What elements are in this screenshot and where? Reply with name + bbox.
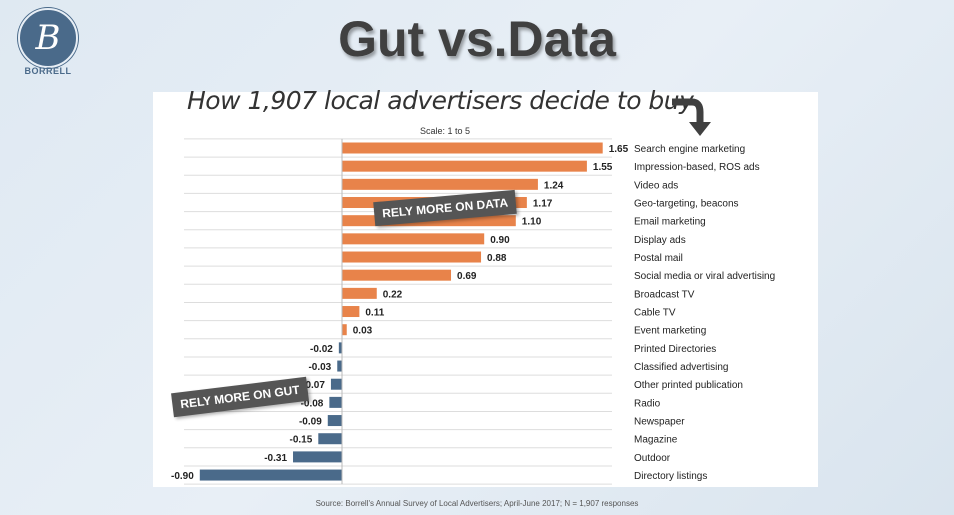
source-note: Source: Borrell's Annual Survey of Local… [315, 499, 639, 508]
chart-subtitle: How 1,907 local advertisers decide to bu… [187, 86, 694, 115]
bar [342, 251, 482, 263]
data-label: 0.69 [457, 271, 477, 282]
bar [342, 306, 360, 318]
data-label: -0.07 [302, 380, 325, 391]
category-label: Geo-targeting, beacons [634, 199, 739, 210]
data-label: 1.55 [593, 162, 613, 173]
bar [342, 233, 485, 245]
category-label: Newspaper [634, 417, 685, 428]
category-label: Social media or viral advertising [634, 271, 775, 282]
bar [337, 360, 342, 372]
data-label: 0.22 [383, 289, 403, 300]
category-label: Directory listings [634, 471, 707, 482]
bar [293, 451, 342, 463]
data-label: -0.31 [264, 453, 287, 464]
data-label: -0.15 [290, 435, 313, 446]
bar [342, 269, 452, 281]
data-label: 0.88 [487, 253, 507, 264]
chart-panel [153, 92, 818, 487]
category-label: Search engine marketing [634, 144, 745, 155]
bar [342, 142, 603, 154]
category-label: Impression-based, ROS ads [634, 162, 760, 173]
category-label: Event marketing [634, 326, 706, 337]
borrell-logo: B [18, 8, 78, 68]
data-label: 1.17 [533, 199, 553, 210]
bar [318, 433, 342, 445]
bar [342, 178, 538, 190]
category-label: Postal mail [634, 253, 683, 264]
category-label: Cable TV [634, 308, 676, 319]
bar [342, 324, 347, 336]
data-label: 1.10 [522, 217, 542, 228]
category-label: Display ads [634, 235, 686, 246]
data-label: -0.90 [171, 471, 194, 482]
data-label: 0.90 [490, 235, 510, 246]
data-label: 1.65 [609, 144, 629, 155]
data-label: 0.03 [353, 326, 373, 337]
category-label: Outdoor [634, 453, 671, 464]
data-label: -0.03 [308, 362, 331, 373]
logo-text: BORRELL [24, 66, 72, 76]
data-label: 0.11 [365, 308, 384, 319]
slide-title: Gut vs.Data [338, 11, 616, 67]
category-label: Broadcast TV [634, 289, 695, 300]
data-label: -0.02 [310, 344, 333, 355]
bar [199, 469, 342, 481]
data-label: -0.09 [299, 417, 322, 428]
bar [327, 415, 342, 427]
bar [342, 287, 377, 299]
bar [329, 396, 342, 408]
bar [338, 342, 342, 354]
curved-arrow-icon [672, 98, 711, 136]
bar [342, 160, 587, 172]
data-label: -0.08 [301, 398, 324, 409]
category-label: Other printed publication [634, 380, 743, 391]
scale-label: Scale: 1 to 5 [420, 126, 471, 136]
bar [330, 378, 342, 390]
category-label: Classified advertising [634, 362, 729, 373]
category-label: Email marketing [634, 217, 706, 228]
category-label: Video ads [634, 180, 678, 191]
data-label: 1.24 [544, 180, 564, 191]
category-label: Radio [634, 398, 661, 409]
category-label: Printed Directories [634, 344, 716, 355]
category-label: Magazine [634, 435, 678, 446]
